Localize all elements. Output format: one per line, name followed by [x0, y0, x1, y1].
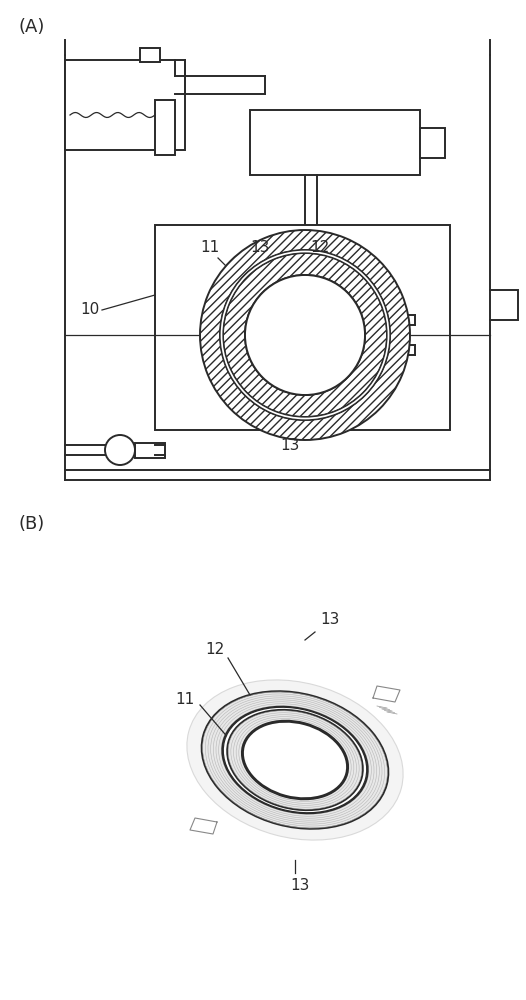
Bar	[155, 100, 175, 155]
Ellipse shape	[187, 680, 403, 840]
Bar	[490, 290, 518, 320]
Text: 11: 11	[200, 240, 220, 255]
Ellipse shape	[242, 721, 348, 799]
Ellipse shape	[227, 710, 363, 810]
Text: 12: 12	[310, 240, 330, 255]
Ellipse shape	[222, 707, 368, 813]
Text: 10: 10	[81, 302, 100, 318]
Bar	[155, 225, 450, 430]
Circle shape	[105, 435, 135, 465]
Text: 13: 13	[290, 878, 310, 892]
Ellipse shape	[201, 691, 388, 829]
Bar	[250, 110, 420, 175]
Text: 13: 13	[280, 438, 300, 452]
Bar	[140, 48, 160, 62]
Ellipse shape	[223, 707, 367, 813]
Bar	[420, 128, 445, 158]
Ellipse shape	[243, 722, 347, 798]
Bar	[135, 443, 165, 458]
Text: 12: 12	[205, 643, 225, 658]
Text: 13: 13	[250, 240, 270, 255]
Text: (A): (A)	[18, 18, 44, 36]
Text: 11: 11	[175, 692, 195, 708]
Circle shape	[245, 275, 365, 395]
Text: (B): (B)	[18, 515, 44, 533]
Text: 13: 13	[320, 612, 340, 628]
Bar	[65, 60, 185, 150]
